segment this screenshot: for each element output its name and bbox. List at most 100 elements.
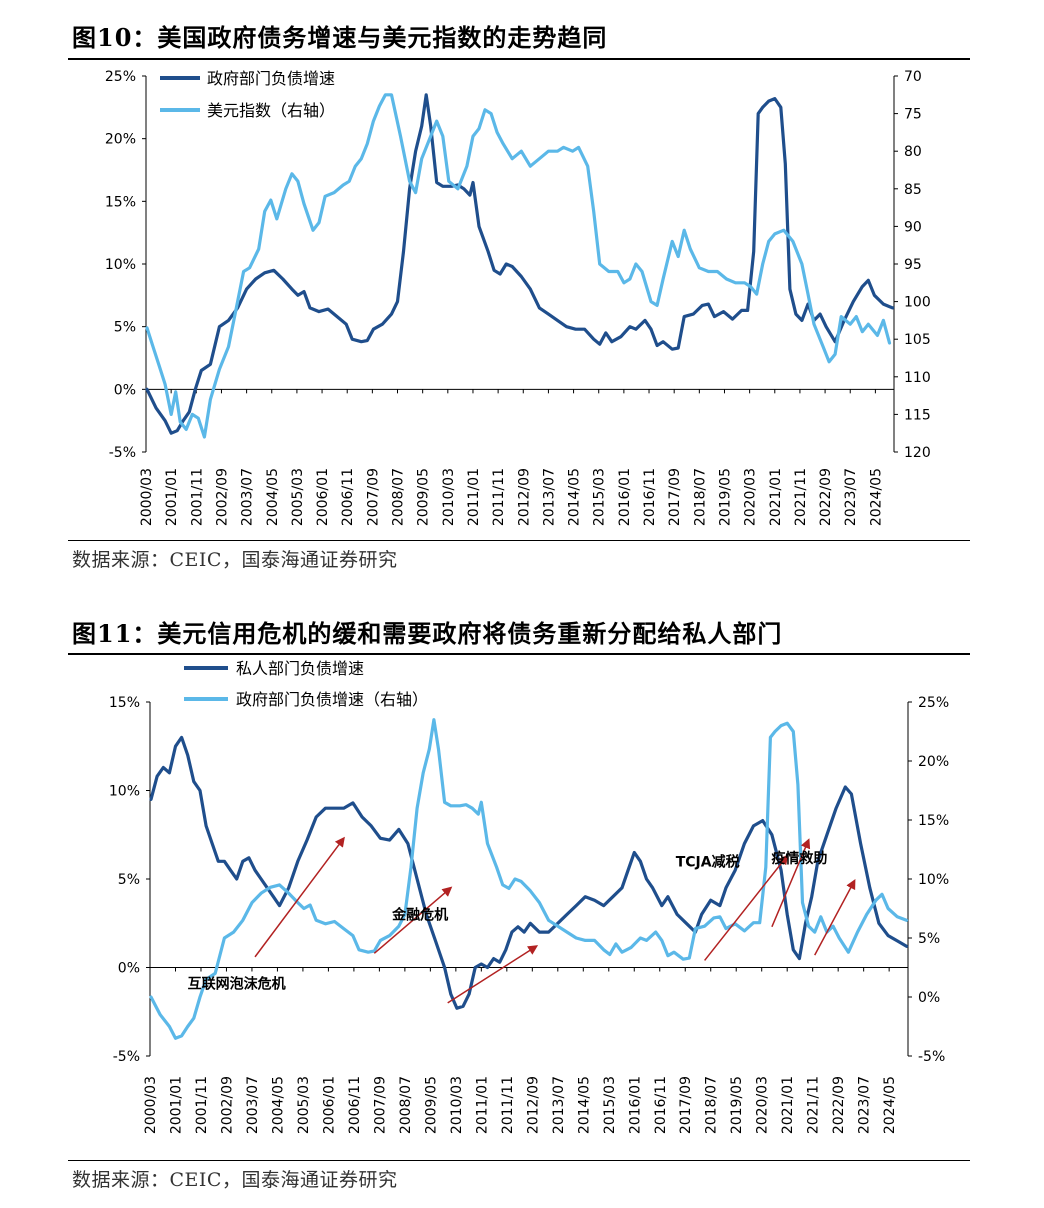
y-right-tick-label: 85: [904, 182, 922, 198]
y-left-tick-label: -5%: [113, 1049, 140, 1065]
x-tick-label: 2009/05: [416, 468, 432, 526]
y-right-tick-label: -5%: [918, 1049, 945, 1065]
y-left-tick-label: 25%: [105, 69, 136, 85]
figure-10-source: 数据来源：CEIC，国泰海通证券研究: [72, 549, 398, 571]
annotation-label: 互联网泡沫危机: [188, 976, 286, 993]
x-tick-label: 2016/11: [642, 468, 658, 526]
x-tick-label: 2018/07: [704, 1076, 720, 1134]
x-tick-label: 2001/11: [189, 468, 205, 526]
x-tick-label: 2006/11: [347, 1076, 363, 1134]
x-tick-label: 2015/03: [602, 1076, 618, 1134]
figure-11-title: 图11：美元信用危机的缓和需要政府将债务重新分配给私人部门: [72, 619, 783, 648]
y-left-tick-label: 0%: [118, 961, 140, 977]
y-right-tick-label: 120: [904, 445, 931, 461]
x-tick-label: 2024/05: [868, 468, 884, 526]
legend-label-2: 美元指数（右轴）: [207, 101, 335, 120]
y-left-tick-label: 10%: [105, 257, 136, 273]
x-tick-label: 2024/05: [882, 1076, 898, 1134]
y-right-tick-label: 105: [904, 332, 931, 348]
y-right-tick-label: 10%: [918, 872, 949, 888]
series-line-2: [149, 718, 909, 1040]
x-tick-label: 2014/05: [567, 468, 583, 526]
x-tick-label: 2016/11: [653, 1076, 669, 1134]
x-tick-label: 2022/09: [818, 468, 834, 526]
x-tick-label: 2013/07: [551, 1076, 567, 1134]
y-right-tick-label: 20%: [918, 754, 949, 770]
x-tick-label: 2021/01: [768, 468, 784, 526]
x-tick-label: 2008/07: [398, 1076, 414, 1134]
x-tick-label: 2003/07: [240, 468, 256, 526]
y-left-tick-label: 20%: [105, 132, 136, 148]
x-tick-label: 2005/03: [296, 1076, 312, 1134]
x-tick-label: 2019/05: [717, 468, 733, 526]
y-right-tick-label: 15%: [918, 813, 949, 829]
y-left-tick-label: 15%: [105, 194, 136, 210]
legend-label-1: 私人部门负债增速: [236, 659, 364, 678]
x-tick-label: 2004/05: [270, 1076, 286, 1134]
annotation-arrow: [814, 879, 856, 956]
y-right-tick-label: 95: [904, 257, 922, 273]
x-tick-label: 2002/09: [219, 1076, 235, 1134]
y-right-tick-label: 90: [904, 219, 922, 235]
x-tick-label: 2001/01: [168, 1076, 184, 1134]
x-tick-label: 2011/01: [474, 1076, 490, 1134]
chart-dollar-index-vs-government-debt: 25% 20% 15% 10% 5% 0% -5% 70 75 80 85 90 95 100 105 110…: [105, 69, 931, 526]
y-right-tick-label: 0%: [918, 990, 940, 1006]
x-tick-label: 2011/11: [491, 468, 507, 526]
x-tick-label: 2001/01: [164, 468, 180, 526]
figure-11-bottom-rule: [68, 1160, 970, 1161]
legend-label-2: 政府部门负债增速（右轴）: [236, 690, 428, 709]
x-tick-label: 2006/01: [315, 468, 331, 526]
figure-11-source: 数据来源：CEIC，国泰海通证券研究: [72, 1169, 398, 1191]
annotation-arrow: [254, 836, 345, 958]
y-right-tick-label: 5%: [918, 931, 940, 947]
figure-10-bottom-rule: [68, 540, 970, 541]
x-tick-label: 2003/07: [245, 1076, 261, 1134]
series-line-1: [145, 93, 895, 435]
x-tick-label: 2017/09: [678, 1076, 694, 1134]
y-left-tick-label: 10%: [109, 784, 140, 800]
annotation-label: 金融危机: [391, 907, 448, 924]
y-right-tick-label: 100: [904, 295, 931, 311]
figure-10-top-rule: [68, 58, 970, 60]
x-tick-label: 2004/05: [265, 468, 281, 526]
series-line-2: [145, 93, 892, 439]
x-tick-label: 2012/09: [525, 1076, 541, 1134]
x-tick-label: 2011/01: [466, 468, 482, 526]
x-tick-label: 2013/07: [541, 468, 557, 526]
x-tick-label: 2020/03: [743, 468, 759, 526]
x-tick-label: 2021/01: [780, 1076, 796, 1134]
annotation-arrow: [771, 838, 811, 928]
x-tick-label: 2007/09: [372, 1076, 388, 1134]
y-right-tick-label: 80: [904, 144, 922, 160]
x-tick-label: 2005/03: [290, 468, 306, 526]
x-tick-label: 2015/03: [592, 468, 608, 526]
x-tick-label: 2008/07: [391, 468, 407, 526]
x-tick-label: 2006/01: [321, 1076, 337, 1134]
x-tick-label: 2021/11: [793, 468, 809, 526]
x-tick-label: 2021/11: [806, 1076, 822, 1134]
chart-private-vs-government-debt: 15%10%5%0%-5%25%20%15%10%5%0%-5%2000/03 2…: [109, 659, 949, 1134]
figure-10-title: 图10：美国政府债务增速与美元指数的走势趋同: [72, 23, 608, 52]
y-right-tick-label: 110: [904, 370, 931, 386]
y-left-tick-label: 5%: [114, 320, 136, 336]
x-tick-label: 2022/09: [831, 1076, 847, 1134]
x-tick-label: 2014/05: [576, 1076, 592, 1134]
legend-label-1: 政府部门负债增速: [207, 69, 335, 88]
x-tick-label: 2006/11: [340, 468, 356, 526]
x-tick-label: 2010/03: [449, 1076, 465, 1134]
annotation-arrow: [447, 945, 539, 1004]
x-tick-label: 2016/01: [617, 468, 633, 526]
y-right-tick-label: 25%: [918, 695, 949, 711]
annotation-label: TCJA减税: [676, 854, 740, 871]
x-tick-label: 2000/03: [139, 468, 155, 526]
x-tick-label: 2010/03: [441, 468, 457, 526]
annotation-arrow: [373, 886, 453, 954]
x-tick-label: 2023/07: [843, 468, 859, 526]
x-tick-label: 2017/09: [667, 468, 683, 526]
x-tick-label: 2018/07: [692, 468, 708, 526]
annotation-arrow: [704, 854, 789, 961]
y-left-tick-label: 15%: [109, 695, 140, 711]
series-line-1: [149, 735, 909, 1010]
x-tick-label: 2009/05: [423, 1076, 439, 1134]
